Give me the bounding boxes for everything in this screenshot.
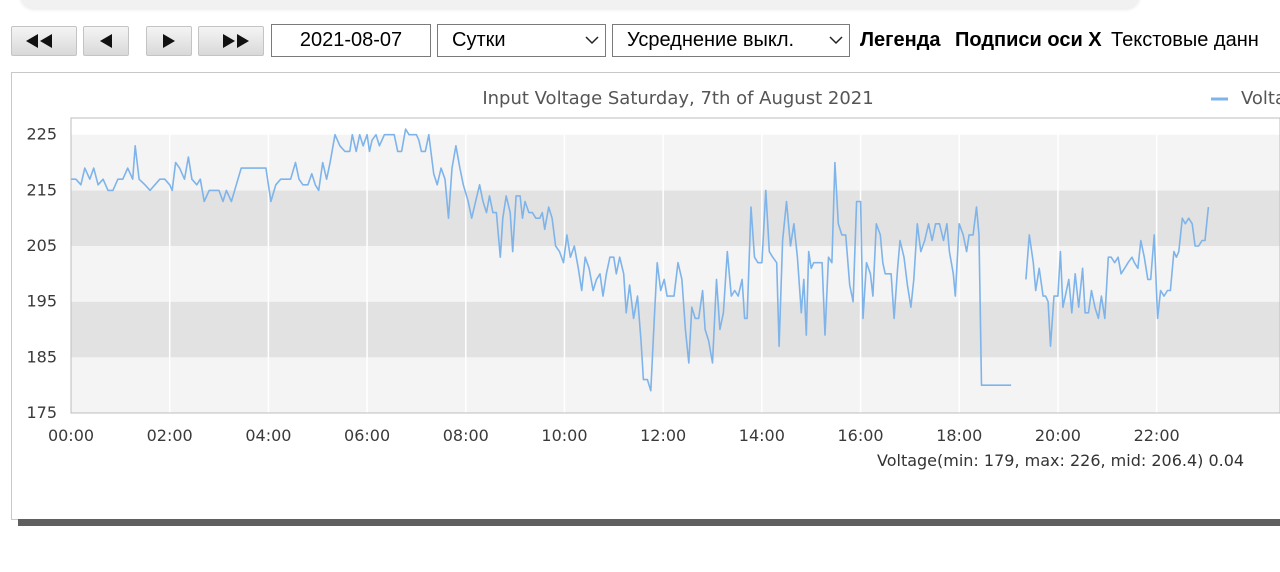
- plot-band: [71, 190, 1280, 247]
- y-tick-label: 215: [26, 180, 57, 199]
- x-tick-label: 18:00: [936, 426, 982, 445]
- period-value: Сутки: [452, 29, 506, 51]
- x-axis-labels-toggle-link[interactable]: Подписи оси X: [955, 29, 1102, 51]
- period-select[interactable]: Сутки: [437, 24, 606, 57]
- plot-band: [71, 134, 1280, 191]
- x-tick-label: 16:00: [837, 426, 883, 445]
- averaging-select[interactable]: Усреднение выкл.: [612, 24, 850, 57]
- previous-page-button[interactable]: [83, 26, 129, 56]
- plot-band: [71, 118, 1280, 135]
- x-tick-label: 06:00: [344, 426, 390, 445]
- double-left-arrow-icon: [26, 34, 52, 48]
- y-tick-label: 225: [26, 125, 57, 144]
- plot-band: [71, 357, 1280, 413]
- next-page-button[interactable]: [146, 26, 192, 56]
- date-value: 2021-08-07: [299, 29, 403, 51]
- text-data-link[interactable]: Текстовые данн: [1111, 29, 1259, 51]
- x-tick-label: 04:00: [245, 426, 291, 445]
- x-tick-label: 02:00: [147, 426, 193, 445]
- panel-bottom-scrollbar[interactable]: [18, 519, 1280, 526]
- x-tick-label: 22:00: [1134, 426, 1180, 445]
- y-tick-label: 205: [26, 236, 57, 255]
- double-right-arrow-icon: [223, 34, 249, 48]
- x-tick-label: 08:00: [443, 426, 489, 445]
- x-tick-label: 12:00: [640, 426, 686, 445]
- chevron-down-icon: [585, 36, 599, 45]
- legend-label: Volta: [1241, 88, 1280, 109]
- x-tick-label: 20:00: [1035, 426, 1081, 445]
- plot-band: [71, 246, 1280, 302]
- plot-band: [71, 301, 1280, 358]
- legend-toggle-link[interactable]: Легенда: [860, 29, 941, 51]
- x-tick-label: 10:00: [541, 426, 587, 445]
- left-arrow-icon: [100, 34, 112, 48]
- first-page-button[interactable]: [11, 26, 77, 56]
- voltage-series-line: [71, 128, 1012, 392]
- averaging-value: Усреднение выкл.: [627, 29, 795, 51]
- x-tick-label: 00:00: [48, 426, 94, 445]
- y-tick-label: 185: [26, 347, 57, 366]
- date-input[interactable]: 2021-08-07: [271, 24, 431, 57]
- right-arrow-icon: [163, 34, 175, 48]
- y-tick-label: 175: [26, 403, 57, 422]
- plot-area-frame: [70, 117, 1280, 414]
- stats-text: Voltage(min: 179, max: 226, mid: 206.4) …: [877, 451, 1244, 470]
- chart-title: Input Voltage Saturday, 7th of August 20…: [482, 88, 873, 109]
- x-tick-label: 14:00: [739, 426, 785, 445]
- chevron-down-icon: [829, 36, 843, 45]
- browser-top-strip: [20, 0, 1140, 8]
- last-page-button[interactable]: [198, 26, 264, 56]
- voltage-series-line: [1025, 207, 1210, 348]
- y-tick-label: 195: [26, 292, 57, 311]
